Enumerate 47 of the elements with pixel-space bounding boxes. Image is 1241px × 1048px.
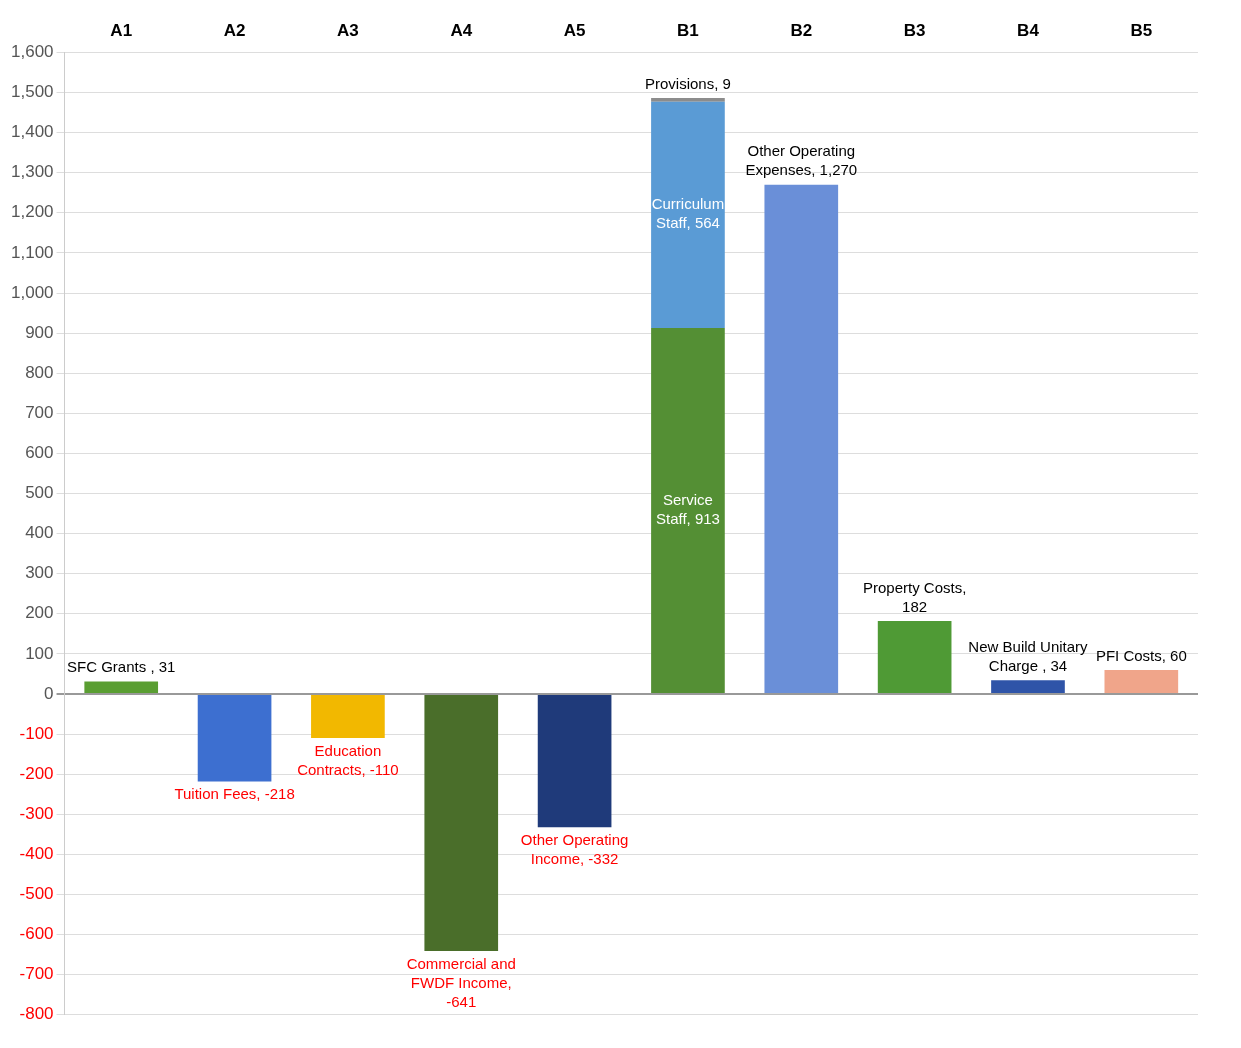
data-label: Other Operating Income, -332	[520, 830, 629, 867]
data-label: Education Contracts, -110	[297, 741, 399, 778]
x-tick-label: B2	[790, 20, 813, 40]
y-tick-label: 800	[25, 362, 54, 382]
y-tick-label: -800	[19, 1004, 54, 1024]
y-tick-label: 1,600	[10, 42, 54, 62]
y-tick-label: -700	[19, 964, 54, 984]
data-label: PFI Costs, 60	[1095, 646, 1187, 664]
x-tick-label: A5	[563, 20, 586, 40]
y-tick-label: 700	[25, 402, 54, 422]
data-label: Commercial and FWDF Income, -641	[406, 954, 516, 1010]
y-tick-label: 1,300	[10, 162, 54, 182]
y-tick-label: -300	[19, 803, 54, 823]
x-tick-label: B1	[677, 20, 699, 40]
data-label: Property Costs, 182	[862, 578, 967, 615]
y-tick-label: -400	[19, 844, 54, 864]
y-tick-label: 900	[25, 322, 54, 342]
y-tick-label: 1,200	[10, 202, 54, 222]
data-label: New Build Unitary Charge , 34	[968, 638, 1089, 675]
data-label: Curriculum Staff, 564	[651, 195, 725, 232]
y-tick-label: 500	[25, 483, 54, 503]
x-tick-label: A4	[450, 20, 473, 40]
y-tick-label: 400	[25, 523, 54, 543]
y-tick-label: 600	[25, 443, 54, 463]
data-label: Provisions, 9	[645, 74, 731, 92]
y-tick-label: -100	[19, 723, 54, 743]
y-tick-label: 1,100	[10, 242, 54, 262]
data-label: SFC Grants , 31	[67, 658, 176, 676]
x-tick-label: A3	[337, 20, 359, 40]
y-tick-label: 1,400	[10, 122, 54, 142]
data-label: Service Staff, 913	[655, 491, 720, 528]
x-tick-label: B3	[903, 20, 926, 40]
data-label: Tuition Fees, -218	[174, 785, 295, 803]
y-tick-label: 200	[25, 603, 54, 623]
y-tick-label: -500	[19, 884, 54, 904]
y-tick-label: 1,500	[10, 82, 54, 102]
y-tick-label: -200	[19, 763, 54, 783]
y-tick-label: 100	[25, 643, 54, 663]
x-tick-label: B5	[1130, 20, 1153, 40]
y-tick-label: 300	[25, 563, 54, 583]
x-tick-label: A1	[110, 20, 133, 40]
x-tick-label: A2	[223, 20, 246, 40]
x-tick-label: B4	[1017, 20, 1040, 40]
y-tick-label: 1,000	[10, 282, 54, 302]
y-tick-label: 0	[44, 683, 54, 703]
data-label: Other Operating Expenses, 1,270	[745, 142, 858, 179]
y-tick-label: -600	[19, 924, 54, 944]
